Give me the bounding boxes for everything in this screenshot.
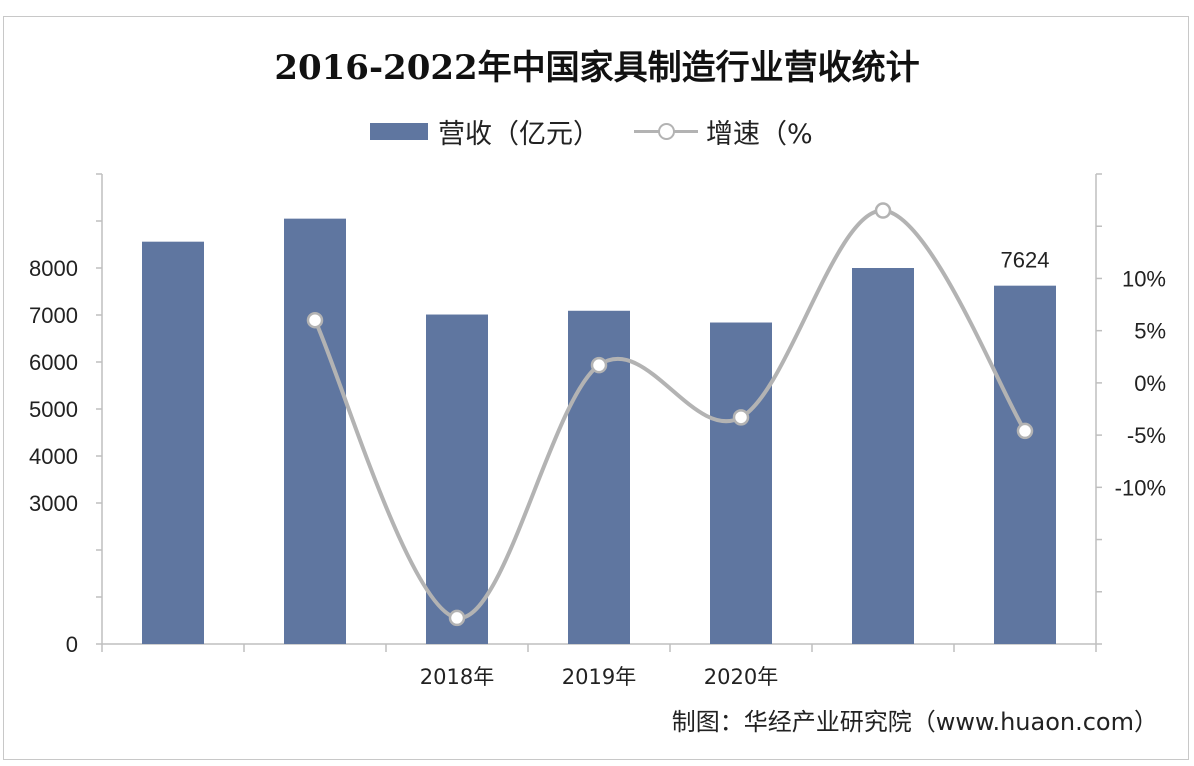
line-point bbox=[874, 202, 892, 219]
x-tick-label: 2018年 bbox=[420, 665, 494, 689]
line-point bbox=[732, 409, 750, 426]
y-right-tick-label: 10% bbox=[1122, 266, 1166, 291]
legend-line-label: 增速（% bbox=[706, 118, 813, 150]
x-tick-label: 2019年 bbox=[562, 665, 636, 689]
y-left-tick-label: 3000 bbox=[29, 491, 78, 516]
y-left-tick-label: 0 bbox=[66, 632, 78, 657]
bar bbox=[710, 322, 772, 644]
growth-line bbox=[313, 208, 1027, 620]
chart-frame bbox=[3, 16, 1189, 760]
y-left-tick-label: 5000 bbox=[29, 397, 78, 422]
data-label: 7624 bbox=[1001, 248, 1050, 273]
y-right-tick-label: -10% bbox=[1115, 475, 1166, 500]
line-point bbox=[306, 311, 324, 329]
legend-bar-swatch bbox=[370, 122, 428, 140]
y-left-tick-label: 4000 bbox=[29, 444, 78, 469]
bar bbox=[284, 218, 346, 644]
legend-line-swatch bbox=[634, 121, 698, 141]
y-left-tick-label: 6000 bbox=[29, 350, 78, 375]
y-left-tick-label: 8000 bbox=[29, 256, 78, 281]
legend-bar-label: 营收（亿元） bbox=[438, 118, 600, 150]
line-point bbox=[1016, 422, 1034, 440]
bar bbox=[142, 241, 204, 644]
y-right-tick-label: -5% bbox=[1127, 423, 1166, 448]
bar bbox=[852, 268, 914, 644]
source-note: 制图：华经产业研究院（www.huaon.com） bbox=[671, 708, 1158, 736]
chart-title: 2016-2022年中国家具制造行业营收统计 bbox=[274, 48, 920, 88]
y-right-tick-label: 5% bbox=[1134, 319, 1166, 344]
x-tick-label: 2020年 bbox=[704, 665, 778, 689]
bar bbox=[994, 285, 1056, 644]
legend: 营收（亿元） 增速（% bbox=[370, 113, 813, 150]
y-left-tick-label: 7000 bbox=[29, 303, 78, 328]
line-point bbox=[590, 356, 608, 374]
y-right-tick-label: 0% bbox=[1134, 371, 1166, 396]
bar bbox=[426, 314, 488, 644]
line-point bbox=[448, 609, 466, 627]
